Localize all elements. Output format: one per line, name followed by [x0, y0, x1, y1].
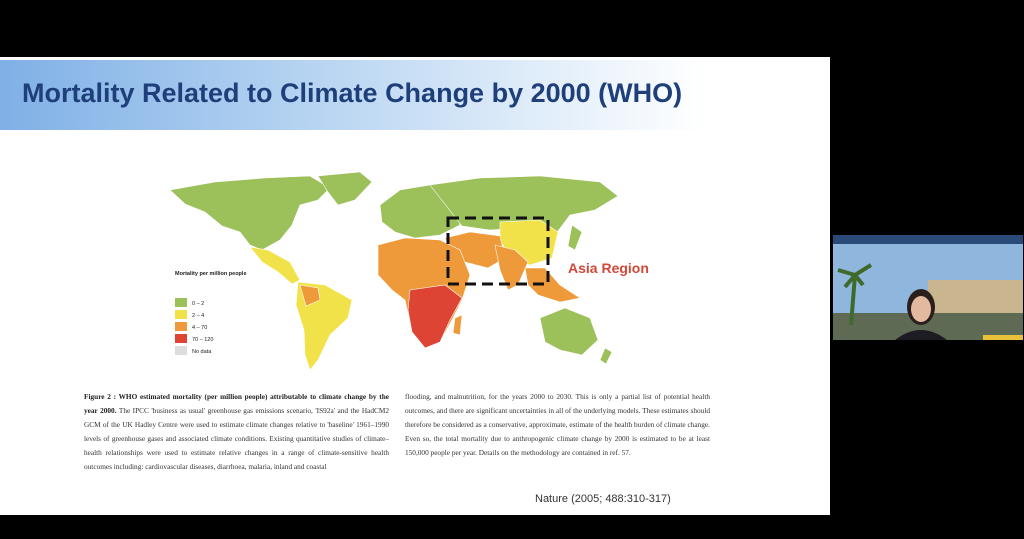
japan: [567, 224, 583, 251]
caption-heading: Figure 2 : WHO estimated mortality (per …: [84, 392, 389, 415]
highlight-box: [446, 216, 550, 286]
legend-swatch: [175, 310, 187, 319]
caption-column: flooding, and malnutrition, for the year…: [405, 390, 710, 460]
caption-text: The IPCC 'business as usual' greenhouse …: [84, 406, 389, 471]
person-face: [911, 296, 931, 322]
caption-text: flooding, and malnutrition, for the year…: [405, 392, 710, 457]
southeast-asia: [524, 267, 581, 303]
africa-red: [407, 284, 463, 349]
legend-label: 0 – 2: [192, 301, 204, 307]
caption-column: Figure 2 : WHO estimated mortality (per …: [84, 390, 389, 474]
legend-swatch: [175, 298, 187, 307]
greenland: [317, 171, 373, 206]
australia: [539, 307, 599, 356]
legend-swatch: [175, 322, 187, 331]
legend-swatch: [175, 334, 187, 343]
legend-label: 2 – 4: [192, 313, 204, 319]
madagascar: [452, 314, 463, 336]
legend: Mortality per million people 0 – 2 2 – 4…: [175, 271, 247, 355]
annotation: Asia Region: [568, 260, 649, 276]
legend-title: Mortality per million people: [175, 271, 247, 277]
world-map: Asia Region Mortality per million people…: [169, 171, 649, 371]
legend-label: No data: [192, 349, 212, 355]
webcam-thumbnail: [833, 235, 1023, 340]
slide: Mortality Related to Climate Change by 2…: [0, 57, 830, 515]
slide-title: Mortality Related to Climate Change by 2…: [22, 78, 683, 108]
legend-label: 70 – 120: [192, 337, 213, 343]
citation: Nature (2005; 488:310-317): [535, 493, 671, 505]
name-tag: [983, 335, 1023, 340]
title-bar: Mortality Related to Climate Change by 2…: [0, 60, 830, 130]
person-body: [895, 330, 947, 340]
central-america: [249, 246, 301, 285]
north-america: [169, 175, 331, 251]
north-asia: [429, 175, 619, 236]
new-zealand: [599, 347, 613, 365]
legend-swatch: [175, 346, 187, 355]
south-america-east: [299, 284, 321, 307]
cam-header: [833, 235, 1023, 244]
palm-tree: [837, 263, 873, 326]
legend-label: 4 – 70: [192, 325, 207, 331]
